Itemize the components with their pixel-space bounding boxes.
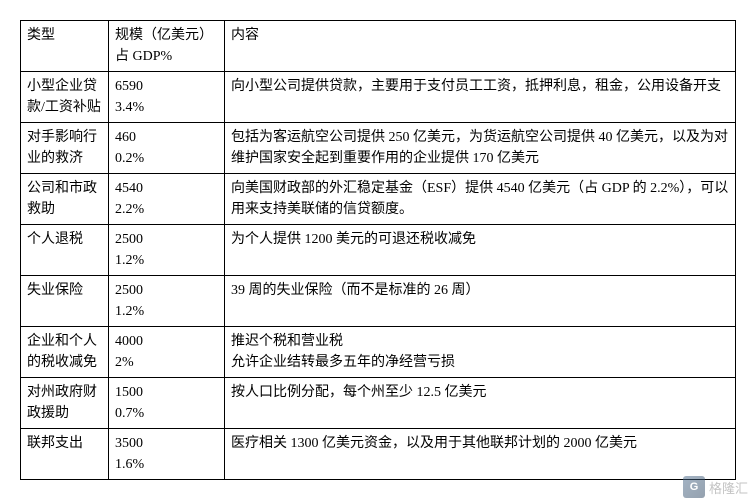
cell-content: 包括为客运航空公司提供 250 亿美元，为货运航空公司提供 40 亿美元，以及为… bbox=[225, 123, 736, 174]
scale-amount: 6590 bbox=[115, 76, 218, 97]
table-row: 对州政府财政援助15000.7%按人口比例分配，每个州至少 12.5 亿美元 bbox=[21, 378, 736, 429]
table-row: 对手影响行业的救济4600.2%包括为客运航空公司提供 250 亿美元，为货运航… bbox=[21, 123, 736, 174]
cell-content: 为个人提供 1200 美元的可退还税收减免 bbox=[225, 225, 736, 276]
cell-scale: 15000.7% bbox=[109, 378, 225, 429]
scale-gdp: 2% bbox=[115, 352, 218, 373]
cell-type: 企业和个人的税收减免 bbox=[21, 327, 109, 378]
table-row: 公司和市政救助45402.2%向美国财政部的外汇稳定基金（ESF）提供 4540… bbox=[21, 174, 736, 225]
scale-amount: 1500 bbox=[115, 382, 218, 403]
table-row: 企业和个人的税收减免40002%推迟个税和营业税允许企业结转最多五年的净经营亏损 bbox=[21, 327, 736, 378]
scale-gdp: 3.4% bbox=[115, 97, 218, 118]
cell-content: 按人口比例分配，每个州至少 12.5 亿美元 bbox=[225, 378, 736, 429]
table-header-cell: 内容 bbox=[225, 21, 736, 72]
scale-gdp: 0.2% bbox=[115, 148, 218, 169]
cell-content: 向美国财政部的外汇稳定基金（ESF）提供 4540 亿美元（占 GDP 的 2.… bbox=[225, 174, 736, 225]
scale-gdp: 1.6% bbox=[115, 454, 218, 475]
cell-scale: 25001.2% bbox=[109, 276, 225, 327]
cell-scale: 65903.4% bbox=[109, 72, 225, 123]
scale-gdp: 1.2% bbox=[115, 301, 218, 322]
table-header-row: 类型规模（亿美元）占 GDP%内容 bbox=[21, 21, 736, 72]
scale-amount: 2500 bbox=[115, 280, 218, 301]
scale-gdp: 0.7% bbox=[115, 403, 218, 424]
cell-type: 失业保险 bbox=[21, 276, 109, 327]
policy-table: 类型规模（亿美元）占 GDP%内容小型企业贷款/工资补贴65903.4%向小型公… bbox=[20, 20, 736, 480]
scale-amount: 4000 bbox=[115, 331, 218, 352]
cell-content: 向小型公司提供贷款，主要用于支付员工工资，抵押利息，租金，公用设备开支 bbox=[225, 72, 736, 123]
table-row: 小型企业贷款/工资补贴65903.4%向小型公司提供贷款，主要用于支付员工工资，… bbox=[21, 72, 736, 123]
cell-content: 医疗相关 1300 亿美元资金，以及用于其他联邦计划的 2000 亿美元 bbox=[225, 429, 736, 480]
table-row: 失业保险25001.2%39 周的失业保险（而不是标准的 26 周） bbox=[21, 276, 736, 327]
cell-type: 小型企业贷款/工资补贴 bbox=[21, 72, 109, 123]
scale-amount: 2500 bbox=[115, 229, 218, 250]
cell-type: 公司和市政救助 bbox=[21, 174, 109, 225]
scale-amount: 3500 bbox=[115, 433, 218, 454]
cell-scale: 40002% bbox=[109, 327, 225, 378]
scale-amount: 460 bbox=[115, 127, 218, 148]
watermark-icon: G bbox=[683, 476, 705, 498]
cell-scale: 35001.6% bbox=[109, 429, 225, 480]
cell-content: 39 周的失业保险（而不是标准的 26 周） bbox=[225, 276, 736, 327]
watermark-label: 格隆汇 bbox=[709, 478, 748, 497]
scale-amount: 4540 bbox=[115, 178, 218, 199]
table-header-cell: 规模（亿美元）占 GDP% bbox=[109, 21, 225, 72]
cell-scale: 4600.2% bbox=[109, 123, 225, 174]
cell-scale: 45402.2% bbox=[109, 174, 225, 225]
table-container: 类型规模（亿美元）占 GDP%内容小型企业贷款/工资补贴65903.4%向小型公… bbox=[0, 0, 756, 490]
scale-gdp: 2.2% bbox=[115, 199, 218, 220]
scale-gdp: 1.2% bbox=[115, 250, 218, 271]
table-row: 个人退税25001.2%为个人提供 1200 美元的可退还税收减免 bbox=[21, 225, 736, 276]
table-row: 联邦支出35001.6%医疗相关 1300 亿美元资金，以及用于其他联邦计划的 … bbox=[21, 429, 736, 480]
cell-content: 推迟个税和营业税允许企业结转最多五年的净经营亏损 bbox=[225, 327, 736, 378]
table-header-cell: 类型 bbox=[21, 21, 109, 72]
cell-type: 个人退税 bbox=[21, 225, 109, 276]
cell-scale: 25001.2% bbox=[109, 225, 225, 276]
cell-type: 对手影响行业的救济 bbox=[21, 123, 109, 174]
watermark: G 格隆汇 bbox=[683, 476, 748, 498]
cell-type: 联邦支出 bbox=[21, 429, 109, 480]
cell-type: 对州政府财政援助 bbox=[21, 378, 109, 429]
